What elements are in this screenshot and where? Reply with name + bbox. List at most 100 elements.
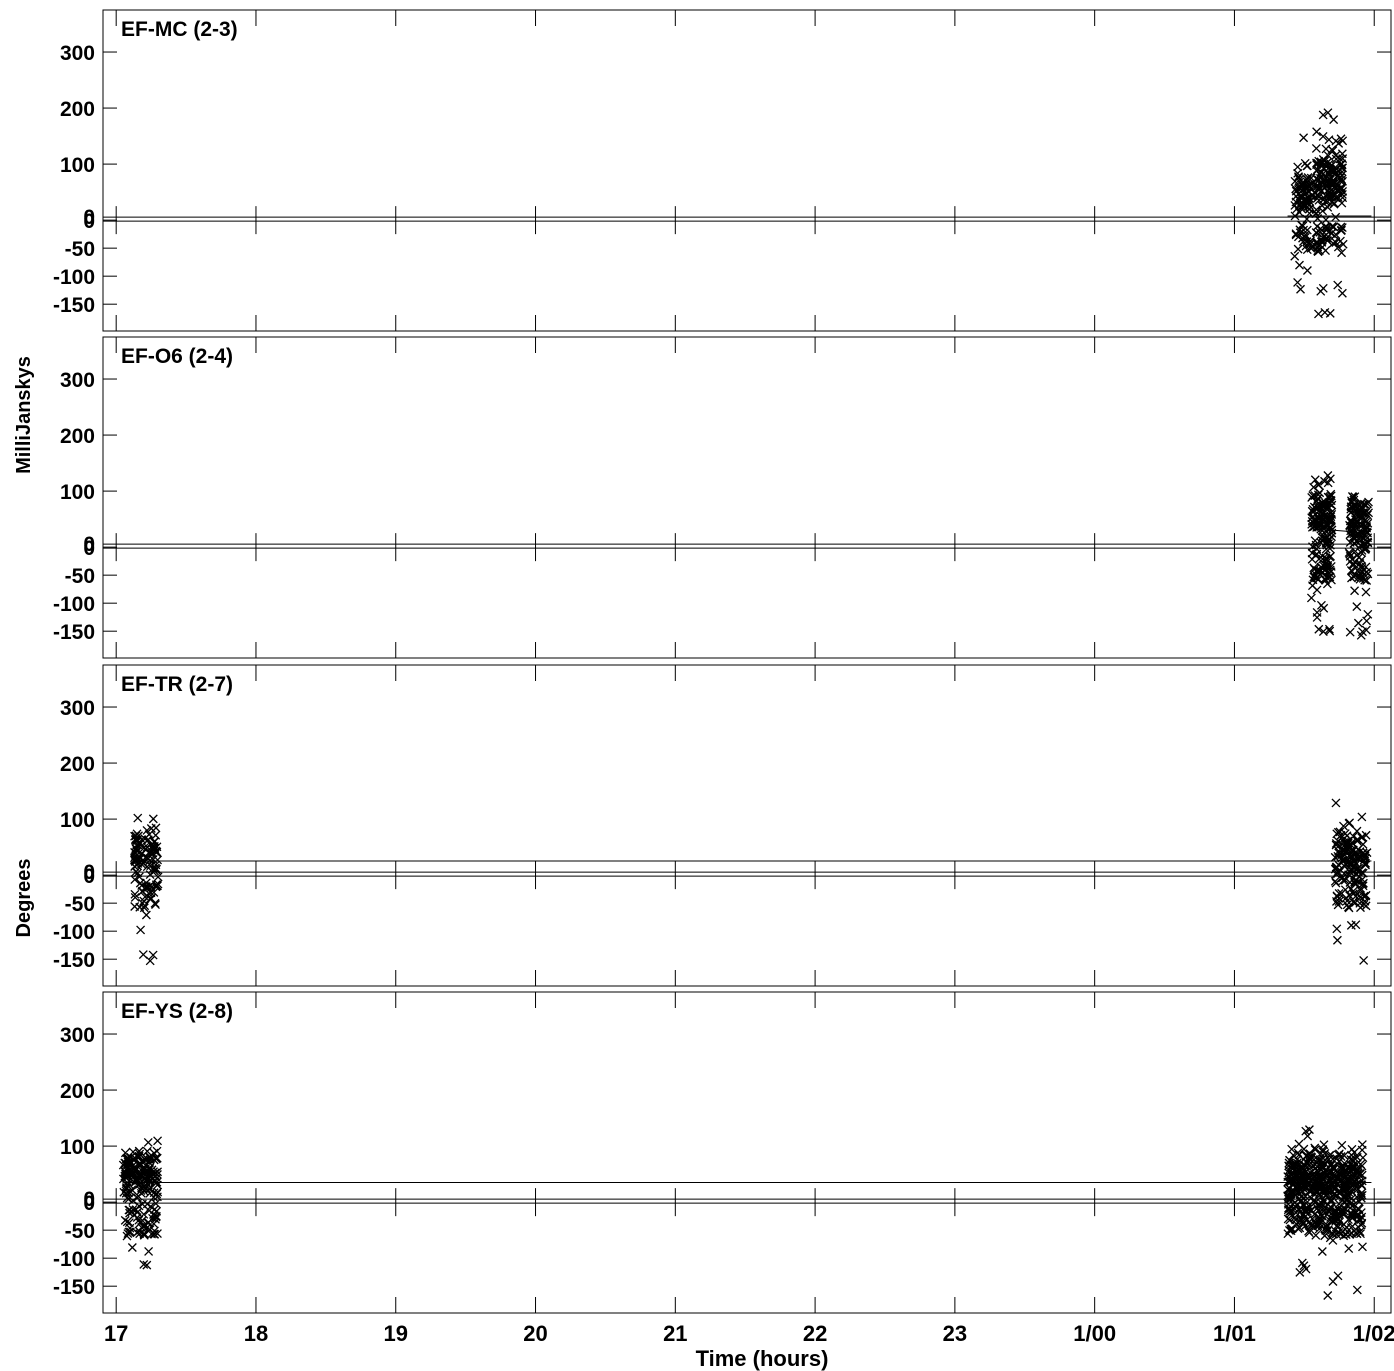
data-point-marker — [1320, 193, 1330, 203]
y-tick-label: 100 — [60, 481, 95, 504]
y-axis-label-amplitude: MilliJanskys — [13, 356, 35, 474]
data-point-marker — [1311, 143, 1321, 153]
baseline-panel: 300 200 100 0 -50 -100 -150 0 EF-MC (2-3) — [53, 9, 1392, 332]
data-point-marker — [153, 855, 163, 865]
y-tick-label: 100 — [60, 154, 95, 177]
data-point-marker — [1330, 1225, 1340, 1235]
data-point-marker — [1331, 212, 1341, 222]
data-point-marker — [1362, 567, 1372, 577]
data-point-marker — [1317, 526, 1327, 536]
panel-label: EF-O6 (2-4) — [121, 345, 233, 368]
data-point-marker — [1346, 507, 1356, 517]
data-point-marker — [1307, 554, 1317, 564]
data-point-marker — [1302, 266, 1312, 275]
data-point-marker — [1345, 520, 1354, 530]
x-tick-label: 18 — [244, 1321, 268, 1346]
data-point-marker — [144, 1157, 154, 1167]
data-point-marker — [1364, 508, 1374, 518]
data-point-marker — [152, 1189, 162, 1199]
data-point-marker — [1312, 228, 1322, 238]
y-tick-label: 100 — [60, 1136, 95, 1159]
data-point-marker — [1297, 1186, 1307, 1196]
data-point-marker — [1293, 168, 1303, 178]
data-point-marker — [1303, 173, 1313, 182]
data-point-marker — [1301, 1206, 1311, 1216]
data-point-marker — [1316, 511, 1326, 521]
panel-label: EF-YS (2-8) — [121, 1000, 233, 1023]
data-point-marker — [1302, 1176, 1312, 1185]
data-point-marker — [1314, 480, 1324, 490]
data-point-marker — [1291, 1172, 1301, 1182]
data-point-marker — [1284, 1161, 1294, 1171]
data-point-marker — [139, 1230, 149, 1240]
data-point-marker — [1337, 288, 1347, 298]
data-point-marker — [132, 855, 142, 865]
data-point-marker — [1302, 1151, 1312, 1161]
data-point-marker — [128, 1204, 138, 1214]
data-point-marker — [132, 1151, 141, 1161]
data-point-marker — [1337, 225, 1346, 235]
data-point-marker — [1337, 1140, 1347, 1150]
data-point-marker — [129, 855, 139, 865]
data-point-marker — [145, 870, 155, 880]
data-point-marker — [1356, 630, 1366, 640]
data-point-marker — [148, 864, 158, 874]
data-point-marker — [1318, 1199, 1327, 1209]
data-point-marker — [1341, 893, 1351, 903]
y-tick-label: -150 — [53, 1276, 95, 1299]
data-point-marker — [1337, 149, 1347, 159]
data-point-marker — [1301, 1126, 1311, 1136]
data-point-marker — [1326, 489, 1336, 499]
y-tick-label: -150 — [53, 621, 95, 644]
data-point-marker — [1345, 878, 1355, 887]
data-point-marker — [1351, 920, 1361, 930]
data-point-marker — [1338, 1192, 1348, 1202]
data-point-marker — [1321, 144, 1331, 154]
data-point-marker — [1343, 844, 1353, 854]
data-point-marker — [143, 854, 153, 863]
data-point-marker — [1320, 575, 1330, 585]
data-point-marker — [1357, 812, 1367, 822]
data-point-marker — [1297, 1258, 1307, 1268]
data-point-marker — [142, 1146, 152, 1156]
data-point-marker — [1338, 163, 1347, 173]
data-point-marker — [1310, 1182, 1320, 1192]
data-point-marker — [1342, 1176, 1352, 1186]
y-tick-label: -100 — [53, 266, 95, 289]
data-point-marker — [1345, 627, 1355, 637]
data-point-marker — [1294, 1139, 1304, 1149]
data-point-marker — [1333, 836, 1343, 846]
panel-label: EF-TR (2-7) — [121, 673, 233, 696]
data-point-marker — [153, 872, 163, 882]
data-point-marker — [1309, 482, 1319, 492]
data-point-marker — [151, 1199, 161, 1208]
data-point-marker — [144, 1218, 153, 1227]
time-axis: 17 18 19 20 21 22 23 1/00 1/01 1/02 — [104, 1321, 1394, 1346]
data-point-marker — [142, 835, 152, 845]
data-point-marker — [1299, 181, 1309, 191]
data-point-marker — [1354, 508, 1364, 518]
data-point-marker — [1325, 544, 1335, 554]
data-point-marker — [120, 1215, 130, 1225]
data-point-marker — [1325, 626, 1335, 636]
data-point-marker — [146, 824, 156, 833]
data-point-marker — [1288, 1150, 1298, 1160]
data-point-marker — [1345, 867, 1355, 877]
data-point-marker — [1340, 829, 1350, 839]
y-tick-label: 300 — [60, 369, 95, 392]
data-point-marker — [1309, 522, 1319, 532]
y-axis-label-phase: Degrees — [13, 859, 35, 938]
data-point-marker — [1318, 1164, 1328, 1173]
data-point-marker — [1295, 207, 1304, 217]
data-point-marker — [1356, 1188, 1366, 1198]
y-tick-label: -50 — [65, 238, 95, 261]
data-point-marker — [134, 872, 144, 882]
data-point-marker — [1308, 504, 1318, 514]
data-point-marker — [1331, 230, 1341, 239]
data-point-marker — [1304, 200, 1314, 210]
data-point-marker — [1357, 504, 1367, 514]
data-point-marker — [1297, 1161, 1307, 1171]
data-point-marker — [135, 1229, 145, 1239]
data-point-marker — [1334, 1169, 1344, 1179]
data-point-marker — [1318, 131, 1328, 141]
